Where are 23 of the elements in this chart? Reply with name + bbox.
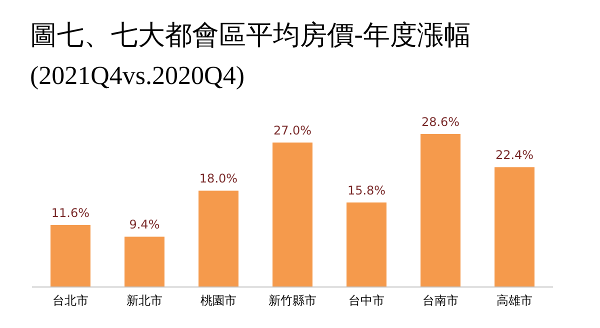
bar	[198, 190, 238, 287]
x-tick-label: 台北市	[52, 293, 88, 308]
data-label: 15.8%	[347, 183, 386, 198]
bar	[420, 134, 460, 287]
bar	[346, 202, 386, 287]
data-label: 22.4%	[495, 148, 534, 162]
chart-title: 圖七、七大都會區平均房價-年度漲幅	[30, 20, 472, 51]
bar	[50, 224, 90, 287]
data-label: 28.6%	[421, 115, 460, 129]
x-tick-label: 台南市	[422, 293, 459, 308]
x-tick-label: 新竹縣市	[268, 293, 316, 308]
data-label: 9.4%	[129, 218, 160, 232]
data-label: 27.0%	[273, 124, 312, 138]
data-label: 11.6%	[51, 206, 90, 220]
x-tick-label: 桃園市	[200, 293, 236, 308]
x-tick-label: 台中市	[348, 293, 385, 308]
data-label: 18.0%	[199, 172, 238, 186]
chart-subtitle: (2021Q4vs.2020Q4)	[30, 61, 244, 90]
bar	[494, 167, 534, 287]
x-tick-label: 新北市	[126, 293, 162, 308]
bar	[124, 236, 164, 287]
bar	[272, 142, 312, 287]
x-tick-label: 高雄市	[496, 293, 533, 308]
